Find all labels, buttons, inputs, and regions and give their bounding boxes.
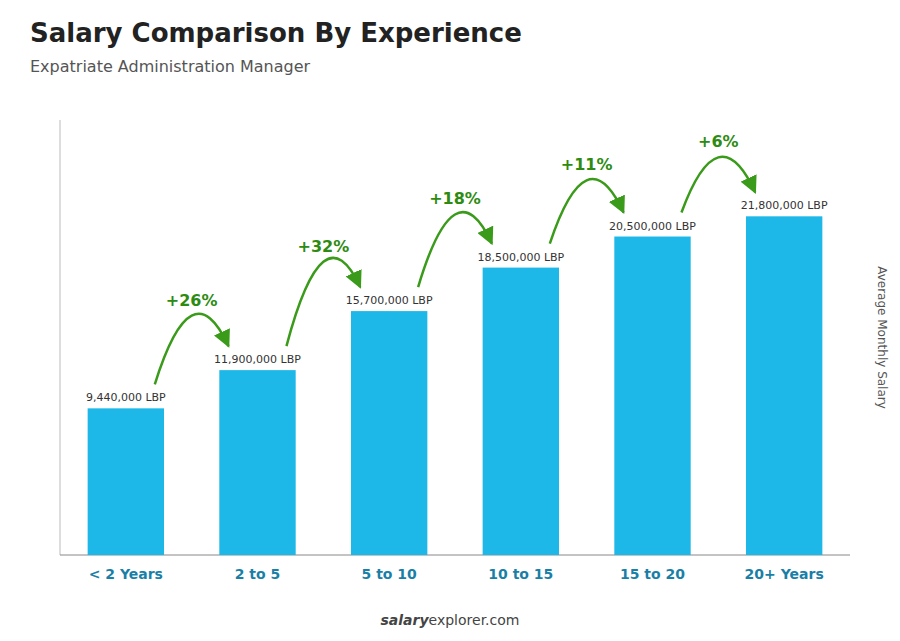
change-arrows	[155, 157, 755, 385]
x-axis	[60, 555, 850, 556]
footer-part: salary	[381, 612, 430, 628]
data-label: 15,700,000 LBP	[346, 294, 433, 307]
bars	[88, 216, 823, 555]
data-label: 21,800,000 LBP	[741, 199, 828, 212]
change-label: +6%	[698, 132, 739, 151]
change-label: +18%	[429, 189, 481, 208]
data-label: 11,900,000 LBP	[214, 353, 301, 366]
x-tick-label: 2 to 5	[235, 566, 281, 582]
change-arrow	[155, 314, 229, 385]
subtitle: Expatriate Administration Manager	[30, 57, 311, 76]
change-arrow	[681, 157, 755, 213]
x-tick-label: < 2 Years	[89, 566, 163, 582]
x-tick-label: 5 to 10	[362, 566, 418, 582]
change-label: +26%	[166, 291, 218, 310]
change-label: +32%	[297, 237, 349, 256]
bar	[483, 268, 559, 555]
x-tick-label: 10 to 15	[488, 566, 553, 582]
change-label: +11%	[561, 155, 613, 174]
chart-container: Salary Comparison By Experience Expatriat…	[0, 0, 900, 641]
title: Salary Comparison By Experience	[30, 18, 522, 48]
change-arrow	[418, 212, 492, 287]
footer: salaryexplorer.com	[381, 612, 520, 628]
y-axis	[60, 120, 61, 555]
bar	[351, 311, 427, 555]
change-arrow	[550, 179, 624, 244]
x-tick-label: 15 to 20	[620, 566, 685, 582]
x-tick-label: 20+ Years	[745, 566, 824, 582]
bar	[614, 237, 690, 555]
data-label: 18,500,000 LBP	[477, 251, 564, 264]
chart: Salary Comparison By Experience Expatriat…	[0, 0, 900, 641]
data-label: 20,500,000 LBP	[609, 220, 696, 233]
bar	[746, 216, 822, 555]
change-arrow	[286, 258, 360, 346]
bar	[88, 408, 164, 555]
data-label: 9,440,000 LBP	[86, 391, 166, 404]
y-axis-label: Average Monthly Salary	[875, 266, 889, 409]
footer-part: explorer.com	[429, 612, 520, 628]
bar	[219, 370, 295, 555]
